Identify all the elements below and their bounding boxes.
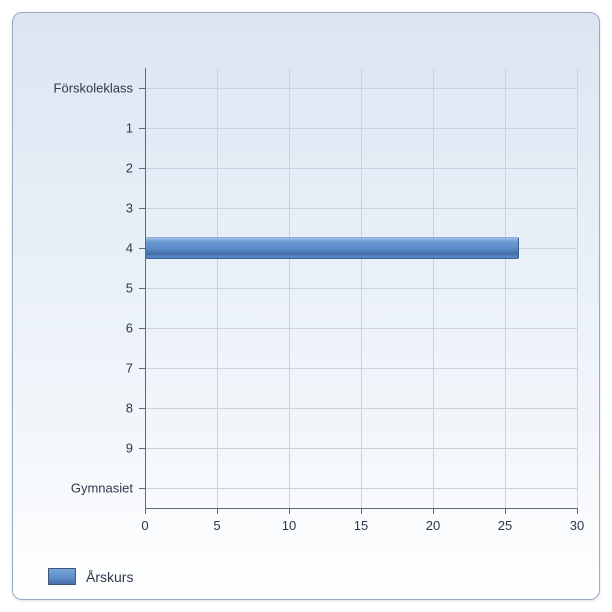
y-axis-label: 8 bbox=[126, 401, 133, 416]
x-axis-label: 20 bbox=[426, 518, 440, 533]
y-axis-line bbox=[145, 68, 146, 508]
y-axis-label: 7 bbox=[126, 361, 133, 376]
y-axis-label: 3 bbox=[126, 201, 133, 216]
chart-panel: Årskurs 0 5 10 15 20 25 30 Förskoleklass 1 2 3 4 5 6 7… bbox=[12, 12, 600, 600]
gridline-h bbox=[145, 288, 577, 289]
legend-swatch bbox=[48, 568, 76, 585]
gridline-h bbox=[145, 368, 577, 369]
y-axis-label: 5 bbox=[126, 281, 133, 296]
gridline-h bbox=[145, 328, 577, 329]
x-axis-label: 25 bbox=[498, 518, 512, 533]
gridline-h bbox=[145, 208, 577, 209]
x-axis-label: 10 bbox=[282, 518, 296, 533]
x-axis-label: 5 bbox=[213, 518, 220, 533]
y-axis-label: 9 bbox=[126, 441, 133, 456]
x-axis-label: 15 bbox=[354, 518, 368, 533]
gridline-h bbox=[145, 128, 577, 129]
gridline-h bbox=[145, 168, 577, 169]
plot-area bbox=[145, 68, 577, 508]
y-axis-label: Förskoleklass bbox=[54, 81, 133, 96]
y-axis-label: 2 bbox=[126, 161, 133, 176]
legend: Årskurs bbox=[48, 568, 133, 585]
y-axis-label: 6 bbox=[126, 321, 133, 336]
x-tick bbox=[577, 508, 578, 514]
gridline-h bbox=[145, 88, 577, 89]
gridline-h bbox=[145, 448, 577, 449]
x-axis-label: 30 bbox=[570, 518, 584, 533]
x-axis-label: 0 bbox=[141, 518, 148, 533]
y-axis-label: Gymnasiet bbox=[71, 481, 133, 496]
bar bbox=[145, 237, 519, 259]
gridline-h bbox=[145, 408, 577, 409]
gridline-v bbox=[577, 68, 578, 508]
legend-label: Årskurs bbox=[86, 569, 133, 585]
gridline-h bbox=[145, 488, 577, 489]
x-axis-line bbox=[145, 508, 577, 509]
y-axis-label: 1 bbox=[126, 121, 133, 136]
y-axis-label: 4 bbox=[126, 241, 133, 256]
